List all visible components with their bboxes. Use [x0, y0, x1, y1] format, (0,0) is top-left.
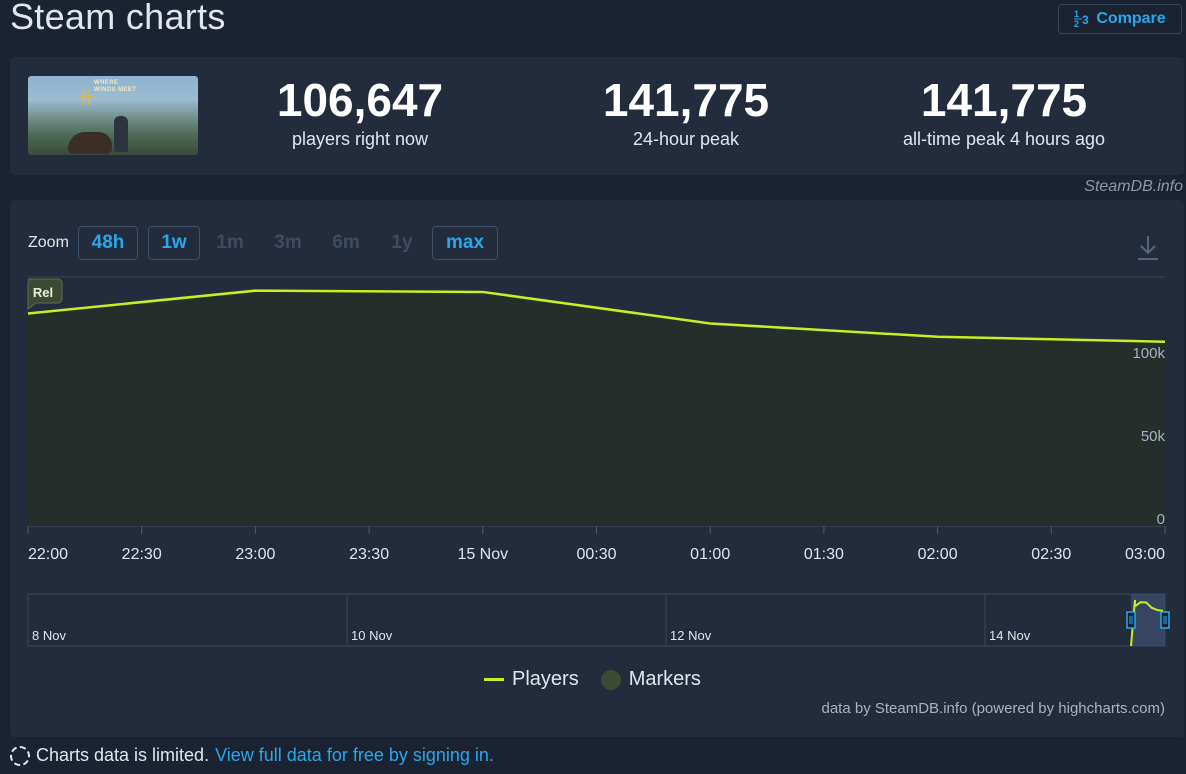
chart-area: [28, 290, 1165, 526]
footer-note: Charts data is limited. View full data f…: [10, 745, 494, 766]
navigator-handle[interactable]: [1126, 611, 1136, 629]
navigator-handle[interactable]: [1160, 611, 1170, 629]
marker-badge[interactable]: [27, 278, 63, 310]
stat-current-players: 106,647 players right now: [260, 72, 460, 150]
thumb-horse: [68, 132, 112, 154]
spinner-icon: [10, 745, 30, 766]
x-axis: 22:00 22:30 23:00 23:30 15 Nov 00:30 01:00 01:3…: [27, 526, 1166, 563]
stat-label: 24-hour peak: [632, 129, 740, 149]
game-logo-icon: 卄: [78, 90, 95, 107]
zoom-1m-button[interactable]: 1m: [216, 232, 244, 253]
svg-text:2: 2: [1074, 19, 1079, 27]
navigator-selection[interactable]: [1131, 594, 1165, 646]
legend-item-players[interactable]: Players: [484, 668, 579, 691]
thumb-figure: [114, 116, 128, 152]
chart-credit[interactable]: data by SteamDB.info (powered by highcha…: [821, 700, 1166, 717]
zoom-3m-button[interactable]: 3m: [274, 232, 302, 253]
navigator-label: 10 Nov: [351, 628, 393, 643]
x-tick-label: 01:00: [690, 546, 730, 563]
navigator-series-line: [1130, 599, 1164, 647]
y-axis-labels: 0 50k 100k: [1132, 345, 1165, 528]
stat-24h-peak: 141,775 24-hour peak: [586, 72, 786, 150]
series-area: [28, 290, 1165, 526]
marker-label: Rel: [33, 285, 53, 300]
legend-item-markers[interactable]: Markers: [600, 668, 701, 691]
zoom-label: Zoom: [28, 234, 69, 251]
chart-legend: Players Markers: [484, 668, 701, 691]
series-line-players: [27, 289, 1166, 343]
game-thumbnail[interactable]: 卄 WHERE WINDS MEET: [28, 76, 198, 155]
x-tick-label: 22:30: [122, 546, 162, 563]
x-tick-label: 02:00: [918, 546, 958, 563]
zoom-6m-button[interactable]: 6m: [332, 232, 360, 253]
chart-panel: Zoom 48h 1w 1m 3m 6m 1y max 0 50k 100k 22:…: [10, 200, 1184, 737]
compare-icon: 1 2 3: [1074, 9, 1090, 29]
y-tick-label: 50k: [1141, 428, 1166, 445]
legend-line-icon: [484, 678, 504, 681]
zoom-1y-button[interactable]: 1y: [391, 232, 413, 253]
stat-all-time-peak: 141,775 all-time peak 4 hours ago: [884, 72, 1124, 150]
x-tick-label: 23:30: [349, 546, 389, 563]
chart-line-layer: [27, 289, 1166, 343]
game-logo: WHERE WINDS MEET: [94, 80, 137, 93]
watermark: SteamDB.info: [1084, 178, 1183, 195]
navigator-label: 12 Nov: [670, 628, 712, 643]
zoom-1w-button[interactable]: 1w: [148, 226, 200, 260]
stat-label: all-time peak 4 hours ago: [902, 129, 1106, 149]
svg-text:3: 3: [1082, 13, 1089, 27]
navigator-label: 14 Nov: [989, 628, 1031, 643]
y-tick-label: 100k: [1132, 345, 1165, 362]
x-tick-label: 23:00: [235, 546, 275, 563]
compare-button[interactable]: 1 2 3 Compare: [1058, 4, 1182, 34]
sign-in-link[interactable]: View full data for free by signing in.: [215, 745, 494, 765]
zoom-max-button[interactable]: max: [432, 226, 498, 260]
legend-label: Players: [512, 668, 579, 690]
page-title: Steam charts: [10, 0, 226, 37]
x-tick-label: 02:30: [1031, 546, 1071, 563]
x-tick-label: 00:30: [576, 546, 616, 563]
svg-text:1: 1: [1074, 9, 1079, 19]
y-tick-label: 0: [1157, 511, 1165, 528]
stat-label: players right now: [291, 129, 429, 149]
x-tick-label: 03:00: [1125, 546, 1165, 563]
x-tick-label: 15 Nov: [457, 546, 508, 563]
x-tick-label: 22:00: [28, 546, 68, 563]
stat-value: 141,775: [920, 74, 1088, 126]
download-icon[interactable]: [1136, 234, 1160, 262]
zoom-48h-button[interactable]: 48h: [78, 226, 138, 260]
stat-value: 106,647: [276, 74, 444, 126]
players-chart[interactable]: 0 50k 100k 22:00 22:30 23:00 23:30 15 Nov 00:30…: [10, 200, 1184, 737]
stats-panel: 卄 WHERE WINDS MEET 106,647 players right…: [10, 57, 1184, 175]
compare-label: Compare: [1096, 10, 1166, 27]
navigator[interactable]: 8 Nov 10 Nov 12 Nov 14 Nov: [27, 593, 1170, 647]
navigator-frame: [27, 593, 1166, 647]
chart-grid: [28, 276, 1165, 527]
stat-value: 141,775: [602, 74, 770, 126]
x-tick-label: 01:30: [804, 546, 844, 563]
navigator-label: 8 Nov: [32, 628, 66, 643]
marker-layer: Rel: [27, 278, 63, 310]
legend-label: Markers: [628, 668, 701, 690]
footer-text: Charts data is limited.: [36, 745, 210, 765]
legend-dot-icon: [600, 669, 621, 690]
